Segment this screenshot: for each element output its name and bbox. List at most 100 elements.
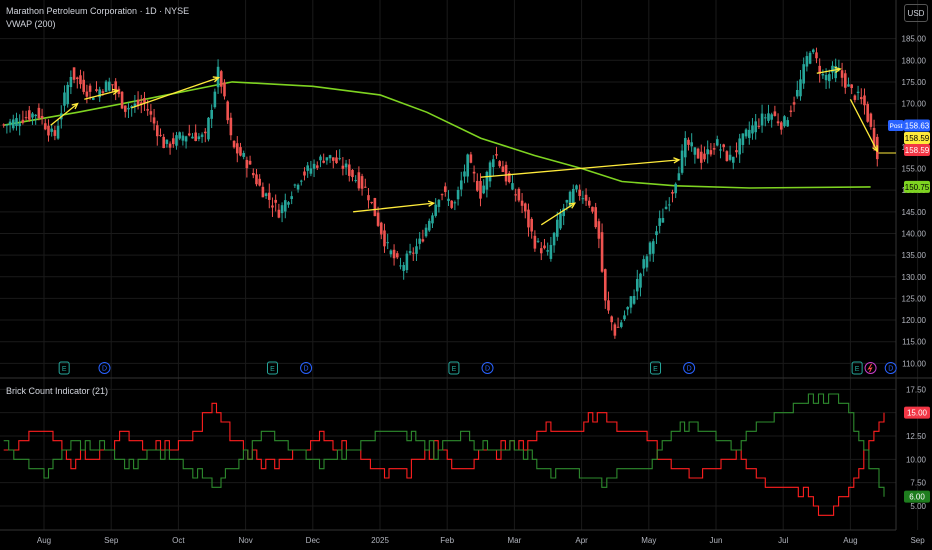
price-axis-label: 185.00 (902, 35, 927, 44)
candle-body (507, 173, 511, 183)
candle-body (98, 89, 101, 98)
candle-body (383, 230, 386, 247)
last-price-tag (904, 132, 930, 144)
candle-body (133, 103, 137, 107)
candle-body (597, 221, 601, 239)
currency-button[interactable]: USD (904, 4, 928, 22)
candle-body (104, 81, 108, 93)
candle-body (315, 165, 319, 168)
candle-body (66, 84, 69, 105)
candle-body (747, 129, 751, 138)
candle-body (703, 153, 706, 160)
candle-body (514, 194, 517, 196)
candle-body (370, 201, 373, 203)
candle-body (101, 91, 105, 93)
candle-body (50, 128, 53, 132)
candle-body (527, 209, 530, 228)
candle-body (85, 91, 89, 97)
candle-body (392, 249, 396, 259)
candle-body (555, 219, 559, 237)
candle-body (91, 97, 95, 100)
candle-body (207, 117, 210, 140)
candle-body (303, 171, 306, 176)
candle-body (754, 121, 757, 133)
candle-body (811, 49, 815, 53)
candle-body (187, 133, 191, 136)
dividend-badge-label: D (485, 366, 490, 373)
candle-body (37, 107, 41, 119)
candles (2, 47, 879, 339)
time-axis-label: Aug (843, 536, 857, 545)
dividend-badge-label: D (888, 366, 893, 373)
candle-body (296, 184, 300, 190)
candle-body (367, 195, 370, 201)
lightning-icon (867, 363, 873, 373)
candle-body (242, 152, 245, 157)
brick-count-series (3, 402, 885, 516)
candle-body (357, 172, 361, 189)
candle-body (463, 171, 466, 177)
candle-body (290, 196, 293, 200)
candle-body (287, 202, 290, 205)
dividend-badge-label: D (102, 366, 107, 373)
candle-body (498, 161, 501, 167)
trend-arrow (816, 68, 841, 74)
candle-body (603, 269, 607, 301)
candle-body (440, 194, 444, 196)
candle-body (802, 64, 805, 84)
candle-body (648, 242, 652, 255)
candle-body (520, 200, 524, 206)
candle-body (149, 111, 153, 115)
candle-body (523, 203, 527, 212)
dividend-badge (481, 362, 494, 374)
candle-body (808, 52, 812, 64)
candle-body (757, 125, 761, 127)
candle-body (863, 95, 866, 106)
candle-body (536, 240, 540, 242)
candle-body (738, 138, 741, 155)
dividend-badge (683, 362, 696, 374)
candle-body (869, 113, 873, 127)
candle-body (639, 273, 642, 288)
candle-body (328, 155, 332, 159)
time-axis-label: Sep (910, 536, 925, 545)
candle-body (619, 322, 623, 327)
time-axis-label: Dec (306, 536, 320, 545)
candle-body (751, 125, 754, 134)
candle-body (674, 183, 677, 194)
trend-arrow (540, 202, 576, 226)
candle-body (127, 107, 130, 110)
candle-body (667, 204, 671, 206)
candle-body (543, 245, 546, 249)
candle-body (27, 110, 31, 120)
candle-body (552, 232, 556, 246)
candle-body (200, 134, 204, 137)
candle-body (210, 109, 213, 119)
candle-body (267, 192, 271, 200)
candle-body (107, 81, 111, 91)
candle-body (626, 307, 629, 310)
earnings-badge (58, 361, 70, 375)
trend-arrow-head (872, 145, 878, 153)
candle-body (213, 91, 217, 108)
brick-count-legend: Brick Count Indicator (21) (6, 386, 109, 396)
candle-body (805, 56, 809, 67)
candle-body (824, 74, 828, 81)
candle-body (687, 139, 690, 145)
candle-body (194, 132, 197, 142)
candle-body (184, 136, 188, 142)
candle-body (223, 82, 226, 97)
candle-body (43, 123, 47, 130)
candle-body (18, 123, 21, 127)
candle-body (322, 160, 325, 163)
candle-body (843, 73, 847, 88)
candle-body (699, 151, 703, 163)
lightning-badge (864, 362, 877, 374)
arrows (50, 66, 878, 226)
time-axis-label: 2025 (371, 536, 389, 545)
candle-body (363, 186, 367, 188)
vwap-layer (3, 81, 896, 189)
dividend-badge (884, 362, 897, 374)
